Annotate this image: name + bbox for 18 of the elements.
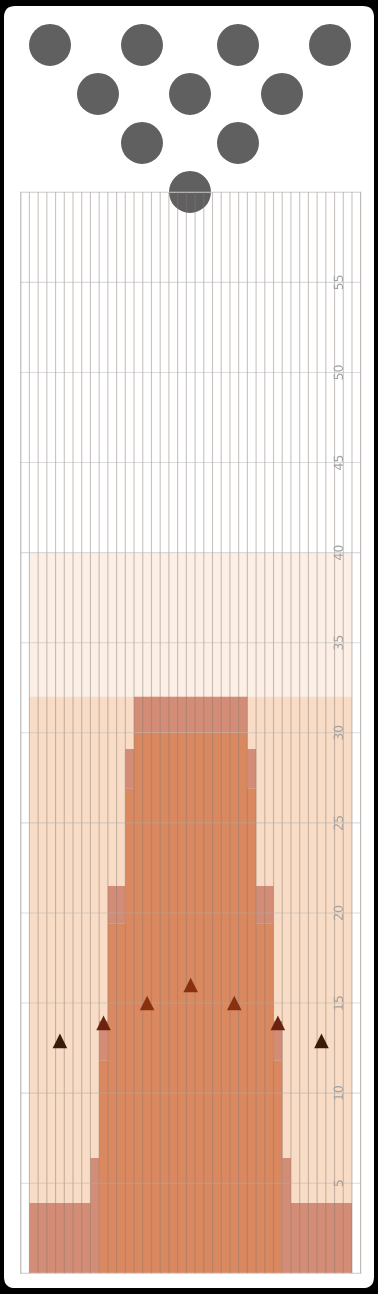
y-tick-label: 15 <box>333 996 343 1010</box>
y-tick-label: 35 <box>333 635 343 650</box>
y-tick-label: 30 <box>333 725 343 740</box>
point <box>227 995 242 1011</box>
y-tick-label: 50 <box>333 365 343 380</box>
y-tick-label: 5 <box>333 1180 343 1187</box>
y-tick-label: 10 <box>333 1086 343 1100</box>
point <box>139 995 155 1011</box>
y-tick-label: 55 <box>333 275 343 290</box>
y-tick-label: 25 <box>333 816 343 830</box>
point <box>270 1015 286 1031</box>
y-tick-label: 45 <box>333 455 343 470</box>
point <box>52 1033 68 1049</box>
point <box>314 1033 329 1049</box>
y-tick-label: 20 <box>333 905 343 920</box>
point <box>183 977 198 993</box>
y-tick-label: 40 <box>333 545 343 560</box>
point <box>96 1015 111 1031</box>
